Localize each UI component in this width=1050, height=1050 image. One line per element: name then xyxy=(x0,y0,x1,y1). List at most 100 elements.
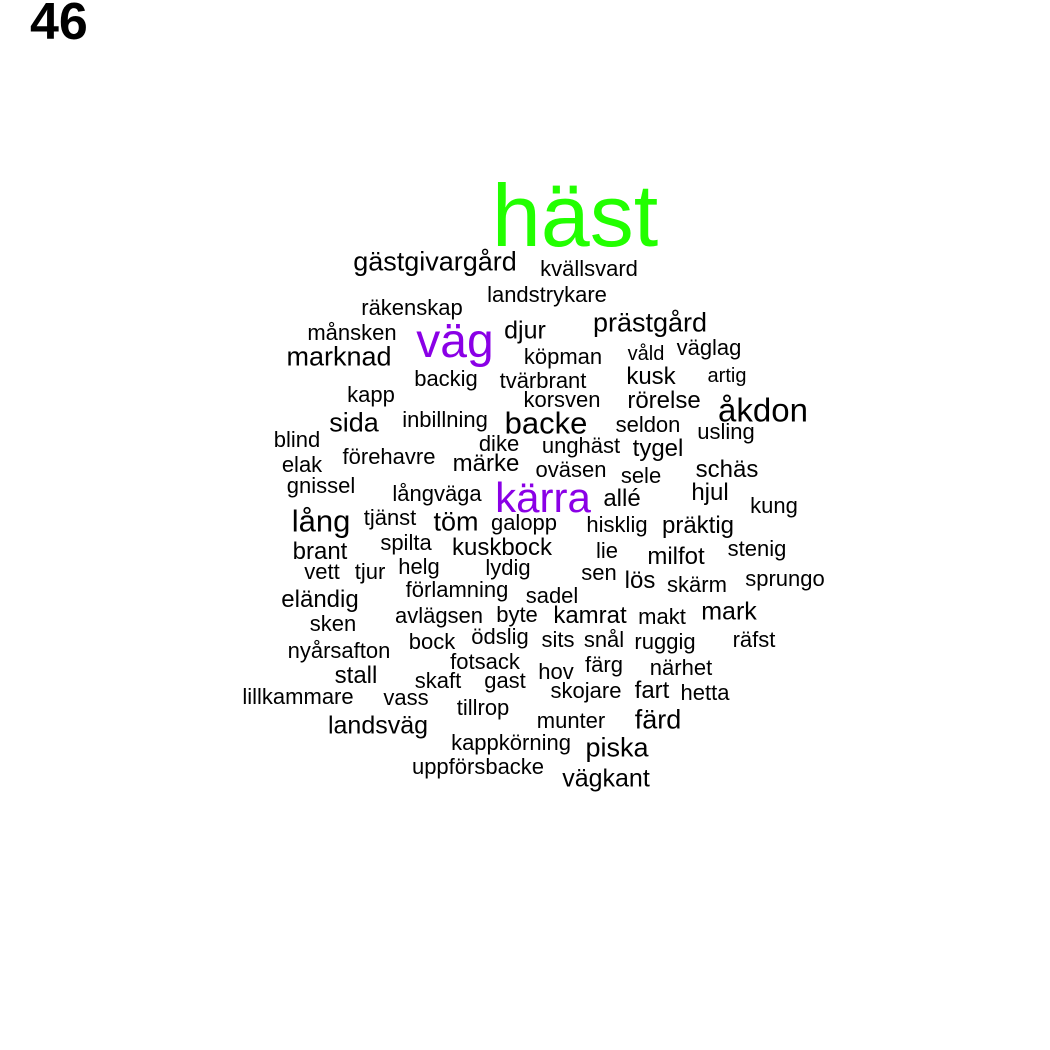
word-kapp: kapp xyxy=(347,382,395,407)
word-inbillning: inbillning xyxy=(402,407,488,432)
word-gnissel: gnissel xyxy=(286,473,356,498)
panel-number: 46 xyxy=(30,0,88,51)
word-tygel: tygel xyxy=(632,435,684,462)
word-fart: fart xyxy=(634,677,670,704)
word-marke: märke xyxy=(452,450,520,477)
word-elak: elak xyxy=(281,452,323,477)
word-milfot: milfot xyxy=(647,543,705,570)
word-lie: lie xyxy=(595,538,619,563)
word-elandig: eländig xyxy=(281,586,359,613)
word-vett: vett xyxy=(304,559,340,584)
word-kamrat: kamrat xyxy=(553,602,627,629)
word-langvaga: långväga xyxy=(392,481,482,506)
word-kvallsvard: kvällsvard xyxy=(540,256,638,281)
word-munter: munter xyxy=(536,708,606,733)
word-rorelse: rörelse xyxy=(627,387,701,414)
word-marknad: marknad xyxy=(286,341,392,372)
word-kopman: köpman xyxy=(523,344,603,369)
word-narhet: närhet xyxy=(649,655,713,680)
word-gast: gast xyxy=(484,668,526,693)
word-hov: hov xyxy=(538,659,574,684)
word-makt: makt xyxy=(638,604,686,629)
word-hast: häst xyxy=(491,166,659,265)
word-usling: usling xyxy=(697,419,755,444)
word-unghast: unghäst xyxy=(541,433,621,458)
word-praktig: präktig xyxy=(661,512,735,539)
word-artig: artig xyxy=(707,365,747,387)
word-gastgivargard: gästgivargård xyxy=(353,246,517,277)
word-helg: helg xyxy=(398,554,440,579)
word-uppforsbacke: uppförsbacke xyxy=(411,754,545,779)
word-los: lös xyxy=(624,567,656,594)
word-spilta: spilta xyxy=(380,530,432,555)
word-sida: sida xyxy=(329,407,379,438)
word-prastgard: prästgård xyxy=(592,307,708,338)
word-kung: kung xyxy=(750,493,798,518)
word-kuskbock: kuskbock xyxy=(451,534,553,561)
word-tillrop: tillrop xyxy=(456,695,510,720)
word-tvarbrant: tvärbrant xyxy=(499,368,587,393)
word-avlagsen: avlägsen xyxy=(394,603,484,628)
word-vag: väg xyxy=(416,315,494,368)
word-bock: bock xyxy=(408,629,456,654)
word-tom: töm xyxy=(433,506,479,537)
word-odslig: ödslig xyxy=(471,624,529,649)
word-landstrykare: landstrykare xyxy=(487,282,607,307)
word-vagkant: vägkant xyxy=(562,764,650,793)
word-tjur: tjur xyxy=(354,559,386,584)
word-backig: backig xyxy=(414,366,478,391)
word-stall: stall xyxy=(334,662,378,689)
word-karra: kärra xyxy=(495,474,591,521)
word-sits: sits xyxy=(541,627,575,652)
word-sprungo: sprungo xyxy=(745,566,825,591)
word-fard: färd xyxy=(634,704,682,735)
word-lydig: lydig xyxy=(485,555,531,580)
word-akdon: åkdon xyxy=(718,391,808,429)
word-stenig: stenig xyxy=(727,536,787,561)
word-mansken: månsken xyxy=(307,320,397,345)
word-rafst: räfst xyxy=(732,627,776,652)
word-forlamning: förlamning xyxy=(405,577,509,602)
word-sken: sken xyxy=(309,611,357,636)
word-schas: schäs xyxy=(695,456,759,483)
word-korsven: korsven xyxy=(523,387,601,412)
word-backe: backe xyxy=(504,405,588,441)
word-tjanst: tjänst xyxy=(363,505,417,530)
word-skarm: skärm xyxy=(667,572,727,597)
word-lang: lång xyxy=(291,503,351,539)
word-mark: mark xyxy=(701,597,757,626)
word-farg: färg xyxy=(585,652,623,677)
word-alle: allé xyxy=(603,485,641,512)
word-kusk: kusk xyxy=(626,363,676,390)
word-fotsack: fotsack xyxy=(450,649,520,674)
word-vaglag: väglag xyxy=(676,335,742,360)
word-sele: sele xyxy=(620,463,662,488)
word-skaft: skaft xyxy=(414,668,462,693)
word-forehavre: förehavre xyxy=(342,444,436,469)
word-piska: piska xyxy=(585,732,649,763)
word-brant: brant xyxy=(292,538,348,565)
word-nyarsafton: nyårsafton xyxy=(287,638,391,663)
word-ovasen: oväsen xyxy=(535,457,607,482)
word-dike: dike xyxy=(478,431,520,456)
word-landsvag: landsväg xyxy=(327,711,429,740)
word-ruggig: ruggig xyxy=(634,629,696,654)
word-lillkammare: lillkammare xyxy=(242,684,354,709)
word-skojare: skojare xyxy=(550,678,622,703)
word-sadel: sadel xyxy=(525,583,579,608)
word-blind: blind xyxy=(273,427,321,452)
word-seldon: seldon xyxy=(615,412,681,437)
word-hetta: hetta xyxy=(680,680,730,705)
word-sen: sen xyxy=(581,560,617,585)
word-rakenskap: räkenskap xyxy=(361,295,463,320)
word-vald: våld xyxy=(627,343,665,365)
word-djur: djur xyxy=(504,316,546,345)
word-vass: vass xyxy=(383,685,429,710)
word-snal: snål xyxy=(583,627,625,652)
word-hisklig: hisklig xyxy=(586,512,648,537)
word-kappkorning: kappkörning xyxy=(451,730,571,755)
word-hjul: hjul xyxy=(691,479,729,506)
word-galopp: galopp xyxy=(490,510,558,535)
word-byte: byte xyxy=(496,602,538,627)
